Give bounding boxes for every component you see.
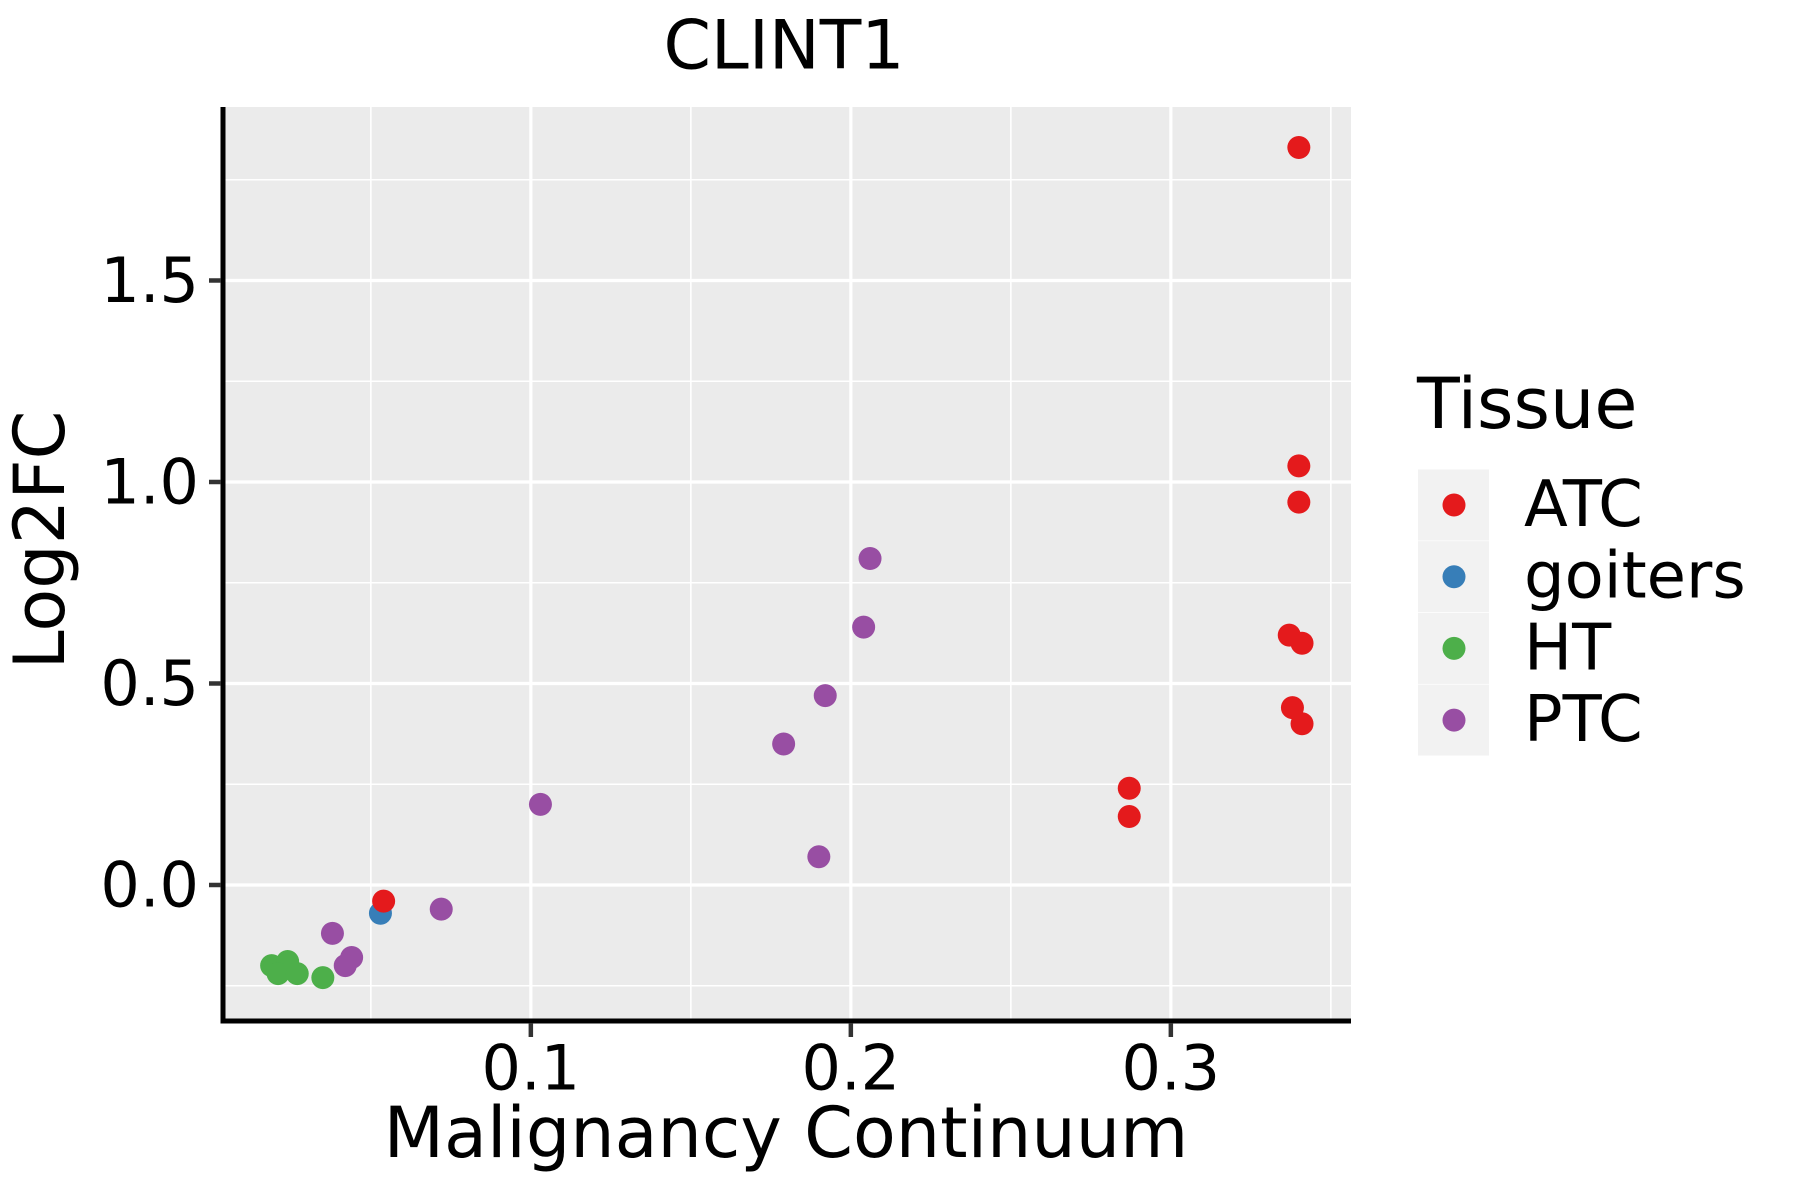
y-tick-label: 0.0	[100, 848, 199, 921]
plot-title: CLINT1	[663, 7, 904, 86]
data-point-ptc	[528, 792, 552, 816]
data-point-atc	[1117, 804, 1141, 828]
x-tick-label: 0.3	[1122, 1032, 1221, 1105]
data-point-ptc	[333, 954, 357, 978]
data-point-atc	[1287, 136, 1311, 160]
data-point-ptc	[320, 921, 344, 945]
x-axis-label: Malignancy Continuum	[384, 1092, 1189, 1174]
data-point-atc	[1290, 712, 1314, 736]
legend-label: goiters	[1524, 540, 1746, 614]
legend-label: PTC	[1524, 683, 1643, 757]
plot-panel	[223, 107, 1351, 1021]
data-point-ptc	[858, 547, 882, 571]
data-point-ptc	[772, 732, 796, 756]
data-point-ht	[311, 966, 335, 990]
data-point-ht	[266, 962, 290, 986]
legend-dot-icon	[1442, 493, 1466, 517]
legend-label: ATC	[1524, 468, 1643, 542]
x-tick-label: 0.1	[482, 1032, 581, 1105]
data-point-ptc	[852, 615, 876, 639]
legend-title: Tissue	[1416, 363, 1637, 445]
data-point-ptc	[429, 897, 453, 921]
legend-label: HT	[1524, 611, 1612, 685]
data-point-ptc	[807, 845, 831, 869]
data-point-ht	[285, 962, 309, 986]
data-point-atc	[1117, 776, 1141, 800]
y-tick-label: 1.5	[100, 244, 199, 317]
legend-dot-icon	[1442, 708, 1466, 732]
data-point-atc	[1287, 490, 1311, 514]
data-point-atc	[1287, 454, 1311, 478]
panel-background	[223, 107, 1351, 1021]
data-point-atc	[1290, 631, 1314, 655]
y-axis-label: Log2FC	[0, 411, 81, 670]
data-points-layer	[260, 136, 1314, 990]
axes-layer: 0.0 0.5 1.0 1.5 0.1 0.2 0.3	[100, 107, 1351, 1105]
y-tick-label: 0.5	[100, 647, 199, 720]
data-point-ptc	[813, 684, 837, 708]
x-tick-label: 0.2	[802, 1032, 901, 1105]
data-point-atc	[372, 889, 396, 913]
y-tick-label: 1.0	[100, 445, 199, 518]
legend-dot-icon	[1442, 636, 1466, 660]
legend-dot-icon	[1442, 565, 1466, 589]
